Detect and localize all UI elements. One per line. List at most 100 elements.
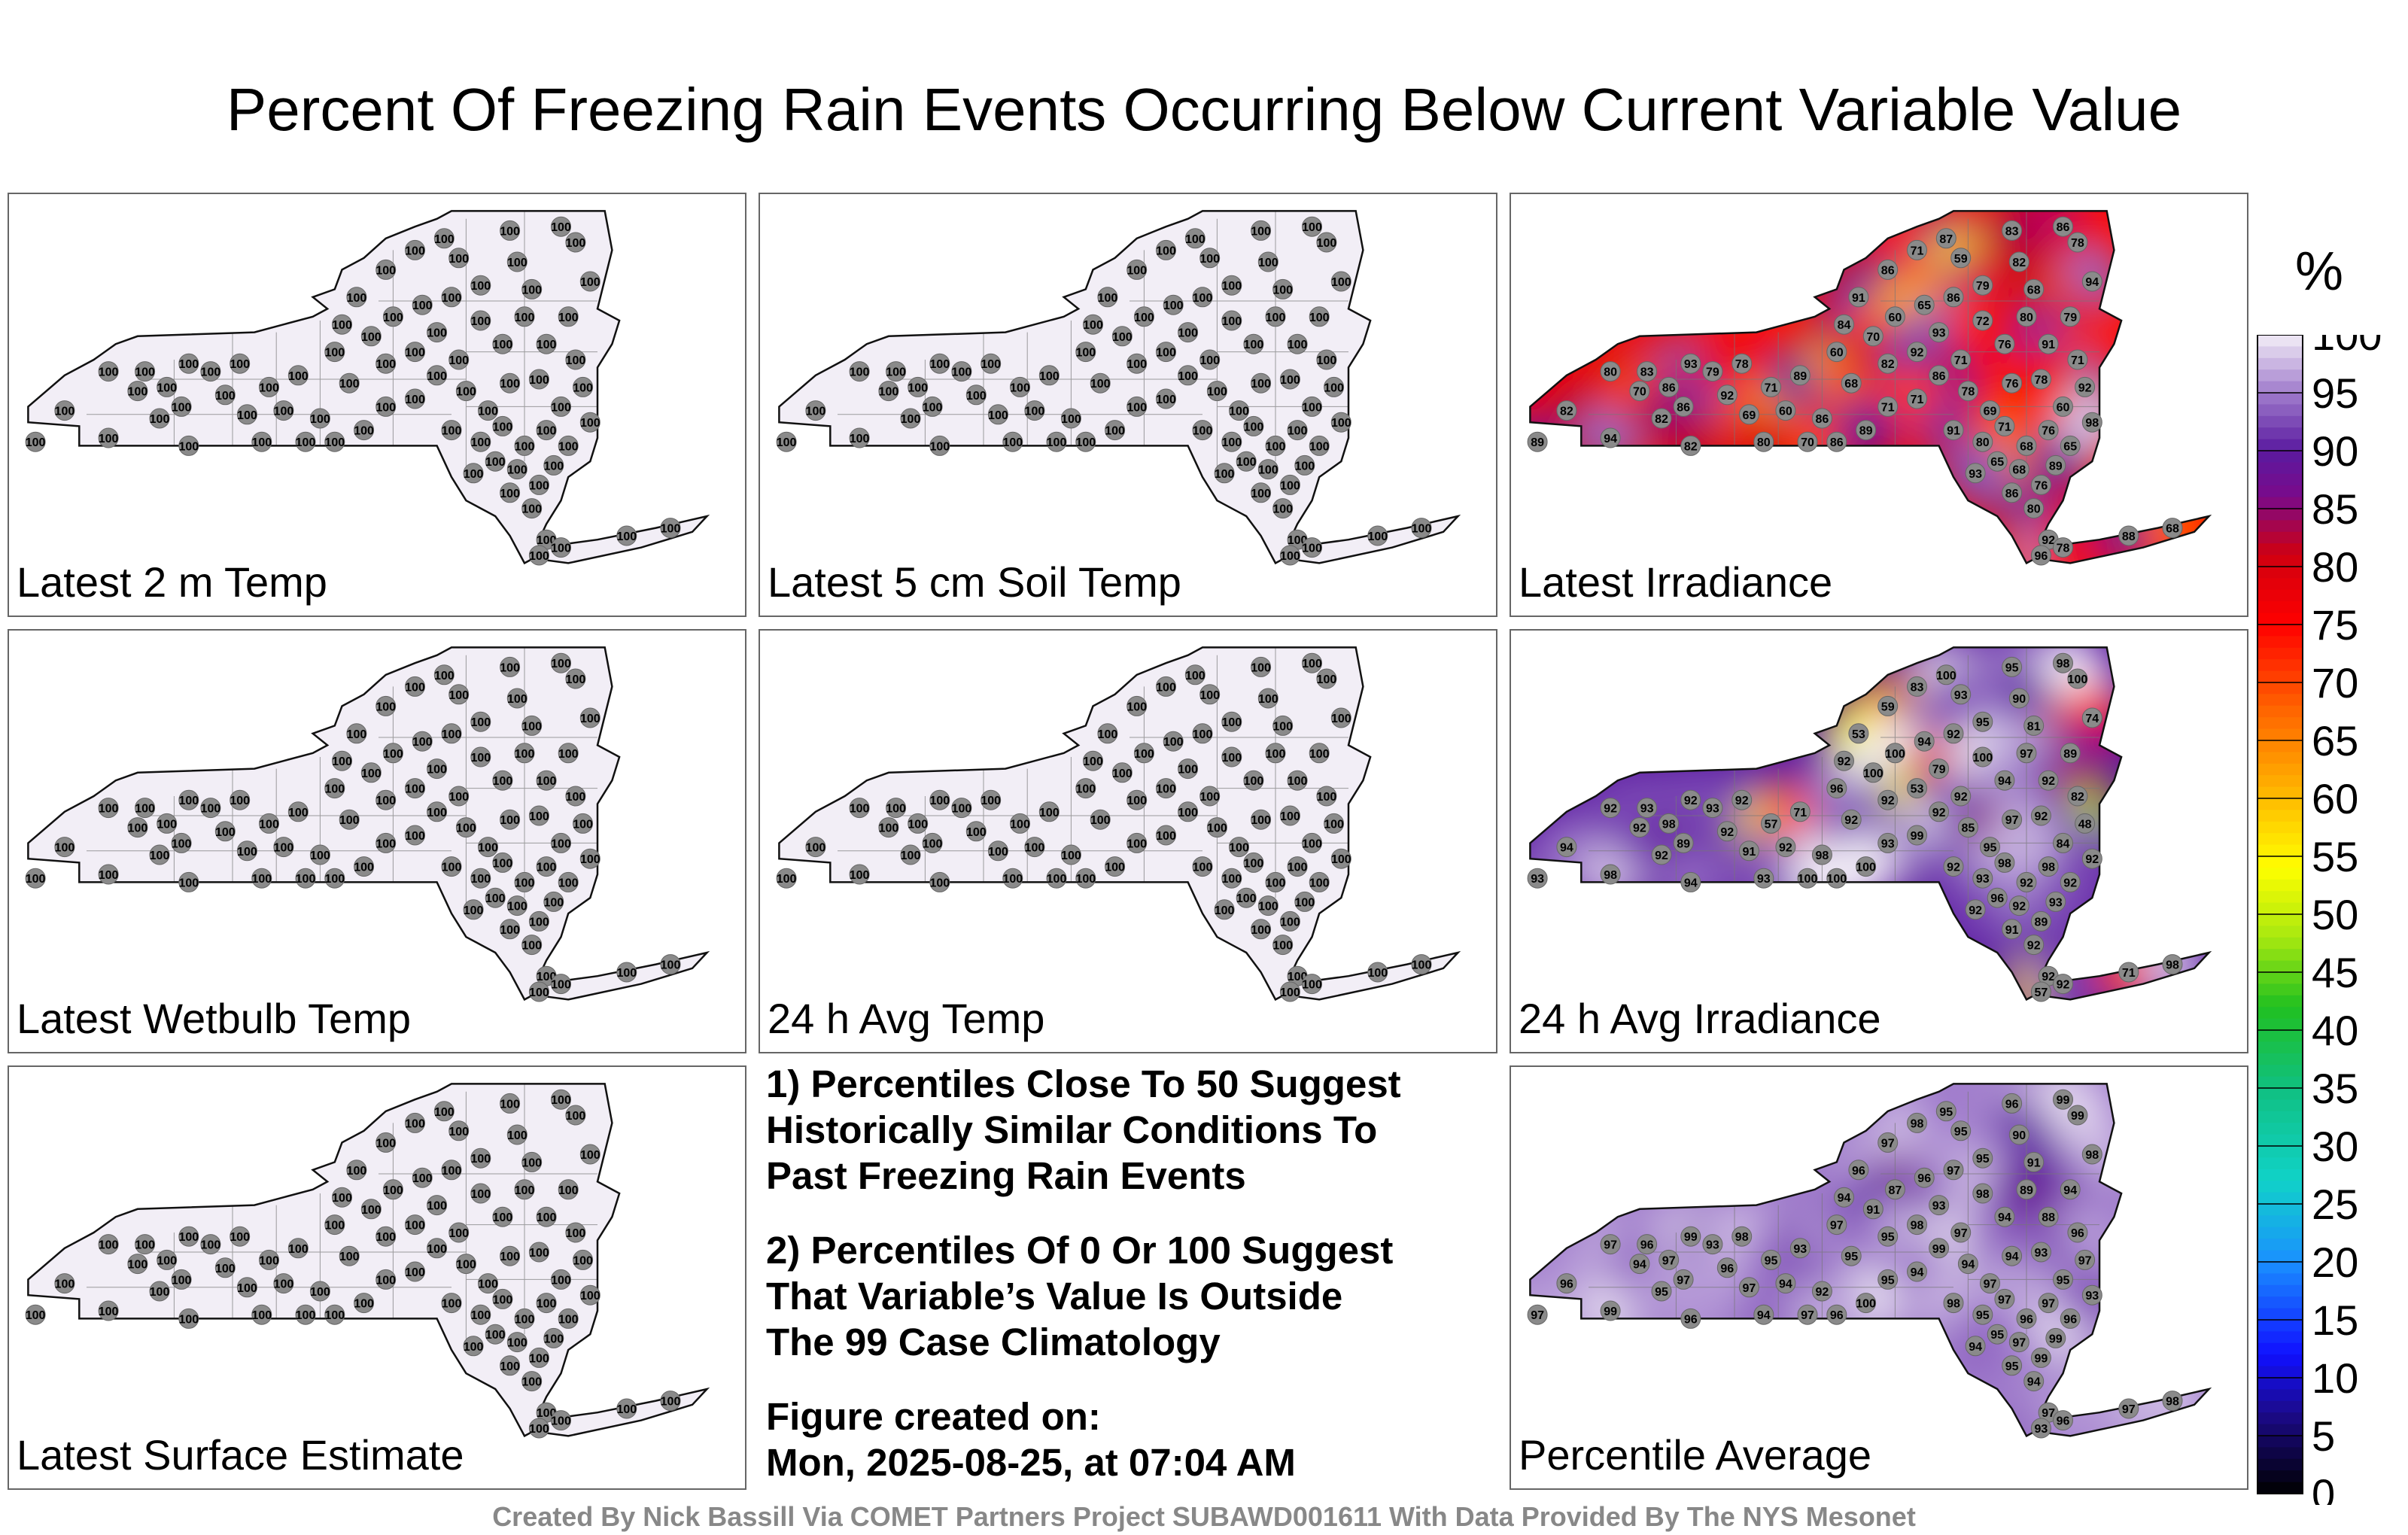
station-value: 100 [573, 1254, 593, 1267]
station-marker: 89 [2060, 743, 2081, 764]
station-value: 100 [1272, 940, 1293, 953]
station-marker: 70 [1797, 431, 1818, 452]
station-value: 100 [178, 795, 199, 807]
station-value: 89 [2049, 460, 2063, 473]
station-marker: 100 [558, 1308, 579, 1329]
station-value: 91 [1947, 425, 1960, 438]
station-value: 100 [551, 837, 571, 850]
station-marker: 92 [1716, 821, 1738, 842]
station-marker: 100 [492, 770, 513, 791]
station-marker: 92 [1629, 817, 1650, 838]
station-value: 99 [2049, 1333, 2063, 1345]
station-marker: 96 [1716, 1257, 1738, 1278]
station-marker: 97 [1980, 1273, 2000, 1294]
station-marker: 99 [2067, 1105, 2088, 1126]
station-value: 100 [383, 1184, 403, 1197]
station-value: 100 [310, 413, 330, 426]
station-value: 100 [1002, 436, 1023, 449]
station-value: 91 [1852, 292, 1865, 305]
station-value: 100 [178, 358, 199, 371]
station-marker: 95 [1972, 1147, 1993, 1169]
station-marker: 100 [1302, 537, 1322, 558]
station-marker: 100 [1046, 868, 1067, 889]
station-value: 100 [1294, 460, 1315, 473]
station-value: 100 [448, 253, 469, 266]
station-marker: 80 [1600, 361, 1621, 382]
station-marker: 100 [200, 1234, 221, 1255]
station-value: 97 [1830, 1220, 1844, 1233]
station-marker: 95 [1987, 1324, 2008, 1345]
station-value: 100 [1317, 673, 1337, 686]
station-value: 100 [1083, 319, 1103, 332]
station-marker: 100 [1279, 981, 1300, 1002]
station-value: 100 [448, 354, 469, 367]
station-value: 71 [1765, 381, 1778, 394]
station-marker: 93 [1950, 684, 1972, 705]
station-value: 97 [1677, 1274, 1690, 1287]
station-marker: 100 [922, 832, 943, 853]
station-marker: 76 [2030, 474, 2051, 495]
station-marker: 100 [236, 1277, 257, 1298]
station-marker: 100 [405, 676, 425, 697]
station-marker: 100 [1184, 664, 1206, 685]
colorbar-tick-label: 20 [2312, 1239, 2358, 1286]
station-marker: 80 [1753, 431, 1774, 452]
station-value: 100 [448, 1126, 469, 1138]
station-value: 100 [521, 503, 542, 516]
station-marker: 100 [178, 353, 199, 374]
station-marker: 100 [478, 400, 498, 421]
station-marker: 100 [551, 652, 571, 673]
station-marker: 99 [1680, 1226, 1701, 1247]
station-marker: 100 [1156, 676, 1176, 697]
station-marker: 100 [375, 1269, 397, 1290]
station-marker: 71 [1950, 349, 1972, 370]
station-value: 72 [1976, 315, 1990, 328]
station-value: 100 [500, 488, 520, 500]
map-panel-latest-5cm-soil-temp: 100 100 100 100 100 100 100 100 100 100 100 100 100 1… [759, 193, 1497, 617]
station-marker: 100 [579, 271, 600, 292]
station-value: 78 [1962, 386, 1975, 399]
station-value: 100 [1134, 748, 1154, 761]
station-marker: 93 [2045, 891, 2066, 912]
station-marker: 100 [470, 746, 491, 768]
station-marker: 95 [1877, 1226, 1899, 1247]
station-value: 100 [375, 358, 396, 371]
station-value: 97 [2020, 748, 2033, 761]
station-value: 93 [1954, 689, 1968, 702]
station-value: 96 [1990, 892, 2004, 905]
station-marker: 100 [441, 1293, 462, 1314]
station-value: 89 [1859, 425, 1873, 438]
station-value: 70 [1633, 386, 1646, 399]
station-marker: 95 [1761, 1249, 1781, 1270]
station-value: 100 [1412, 959, 1432, 972]
station-value: 100 [616, 1403, 637, 1416]
station-marker: 100 [171, 396, 192, 417]
station-marker: 100 [1075, 342, 1096, 363]
station-marker: 99 [1600, 1300, 1621, 1321]
colorbar: 0 5 10 15 20 25 30 35 40 45 50 55 60 65 70 75 80 85 90 95 10… [2257, 335, 2382, 1505]
station-marker: 100 [214, 385, 236, 406]
station-marker: 48 [2075, 813, 2096, 834]
station-marker: 94 [1753, 1304, 1774, 1325]
station-value: 94 [1604, 433, 1617, 445]
station-marker: 99 [1907, 825, 1927, 846]
station-value: 100 [55, 406, 75, 418]
station-marker: 100 [1126, 789, 1148, 810]
station-marker: 100 [25, 431, 46, 452]
station-value: 100 [296, 1309, 316, 1322]
station-marker: 88 [2038, 1206, 2059, 1227]
station-marker: 100 [492, 415, 513, 436]
station-marker: 97 [1826, 1214, 1847, 1236]
station-marker: 100 [922, 396, 943, 417]
station-value: 100 [150, 1286, 170, 1299]
station-marker: 100 [776, 431, 797, 452]
station-value: 100 [237, 409, 257, 422]
station-value: 100 [2068, 673, 2088, 686]
station-marker: 100 [448, 248, 470, 269]
station-value: 48 [2078, 818, 2092, 831]
station-marker: 100 [506, 459, 528, 480]
station-marker: 100 [149, 408, 170, 429]
note-1-line: 1) Percentiles Close To 50 Suggest [766, 1062, 1401, 1105]
station-marker: 100 [1302, 832, 1322, 853]
